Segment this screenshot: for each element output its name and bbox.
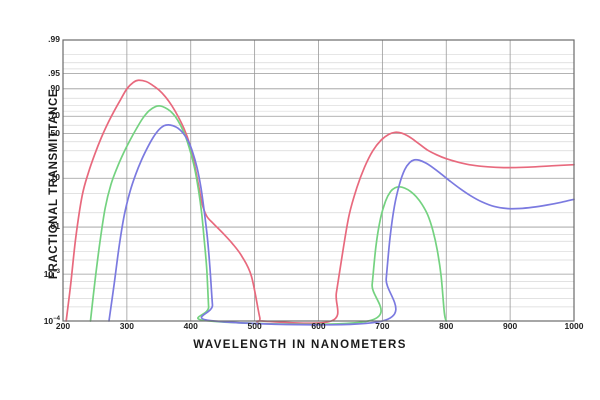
x-tick-label: 900 [503,321,518,331]
y-tick-label: 10−3 [43,268,60,279]
x-tick-label: 1000 [564,321,584,331]
y-tick-label: .01 [48,221,60,232]
y-tick-label: .50 [48,127,60,138]
x-tick-label: 800 [439,321,454,331]
x-tick-label: 300 [119,321,134,331]
x-tick-label: 700 [375,321,390,331]
x-axis-title: WAVELENGTH IN NANOMETERS [193,339,407,351]
y-tick-label: .90 [48,82,60,93]
x-tick-labels: 200 300 400 500 600 700 800 900 1000 [0,321,600,337]
x-tick-label: 600 [311,321,326,331]
y-tick-label: 10−4 [43,315,60,326]
y-tick-label: .10 [48,172,60,183]
y-tick-label: .95 [48,67,60,78]
x-tick-label: 500 [247,321,262,331]
x-tick-label: 200 [55,321,71,331]
y-tick-label: .99 [48,34,60,44]
x-tick-label: 400 [183,321,198,331]
y-tick-label: .70 [48,110,60,121]
y-tick-labels: .99 .95 .90 .70 .50 .10 .01 10−3 10−4 [24,0,60,400]
